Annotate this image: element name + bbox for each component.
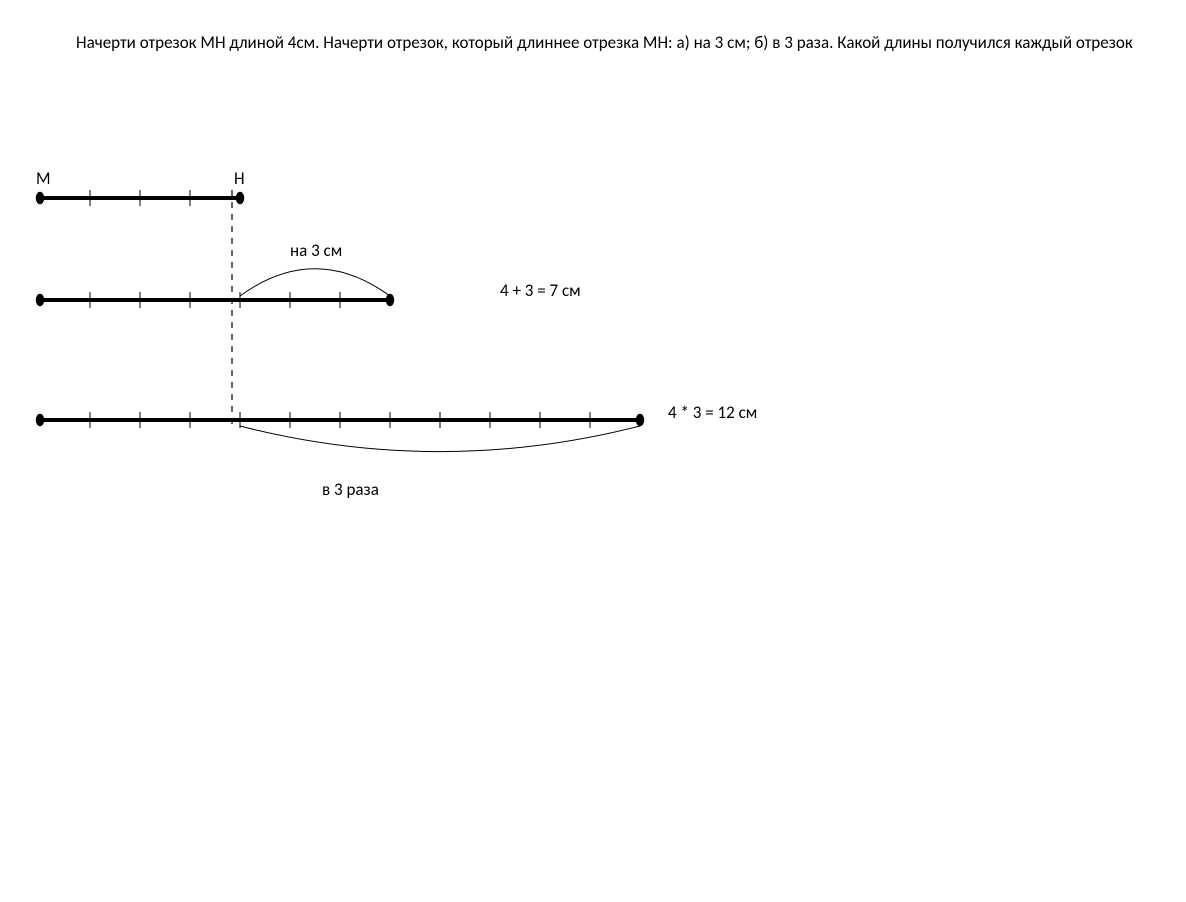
segment-times3-equation: 4 * 3 = 12 см	[668, 402, 757, 423]
segment-MH-start-point	[36, 192, 45, 205]
segments-diagram: М Н 4 + 3 = 7 см на 3 см 4 * 3 = 12 см в 3 ра…	[0, 0, 1186, 902]
page: Начерти отрезок МН длиной 4см. Начерти о…	[0, 0, 1186, 902]
segment-plus3-arc	[240, 269, 390, 296]
segment-plus3-equation: 4 + 3 = 7 см	[500, 280, 581, 301]
segment-plus3-arc-label: на 3 см	[290, 240, 342, 261]
segment-times3-end-point	[636, 414, 645, 427]
segment-MH-start-label: М	[36, 168, 51, 189]
segment-MH-end-label: Н	[234, 168, 245, 189]
segment-times3-arc-label: в 3 раза	[322, 479, 379, 500]
segment-plus3-start-point	[36, 294, 45, 307]
segment-times3-arc	[240, 426, 640, 452]
segment-MH-end-point	[236, 192, 245, 205]
segment-times3-start-point	[36, 414, 45, 427]
